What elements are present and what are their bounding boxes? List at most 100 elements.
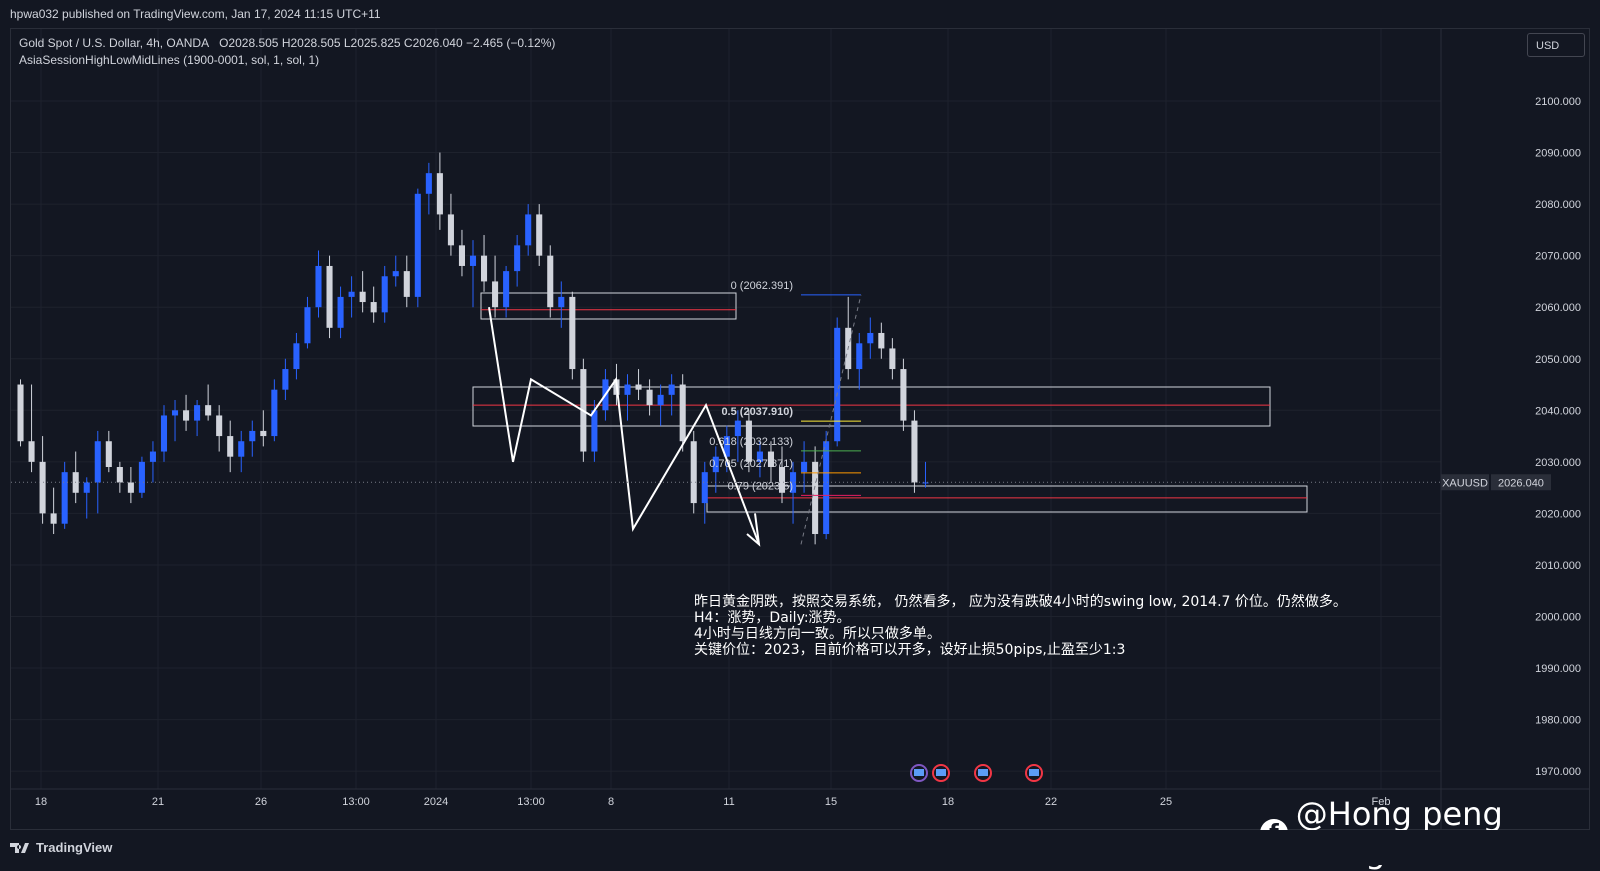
candle-body	[668, 384, 675, 395]
candle-body	[712, 456, 719, 473]
candle-body	[790, 472, 797, 493]
candle-body	[370, 302, 377, 313]
chart-pane[interactable]: 2100.000 2090.000 2080.000 2070.000 2060.000…	[10, 28, 1590, 830]
time-tick-label: 13:00	[517, 796, 545, 808]
price-tick-label: 2100.000	[1535, 96, 1581, 108]
candle-body	[61, 472, 68, 524]
fib-level-label: 0 (2062.391)	[731, 280, 793, 292]
published-info: hpwa032 published on TradingView.com, Ja…	[10, 7, 381, 21]
time-tick-label: 22	[1045, 796, 1057, 808]
candle-body	[812, 461, 819, 535]
tradingview-logo[interactable]: TradingView	[10, 830, 112, 865]
price-tick-label: 2090.000	[1535, 148, 1581, 160]
resistance-zone-box	[480, 292, 737, 320]
time-tick-label: 18	[35, 796, 47, 808]
last-price-tag: 2026.040	[1498, 477, 1544, 489]
candle-body	[425, 173, 432, 194]
candle-body	[94, 441, 101, 483]
time-tick-label: 25	[1160, 796, 1172, 808]
candle-body	[403, 271, 410, 297]
candle-body	[414, 193, 421, 297]
candle-body	[216, 415, 223, 437]
candle-body	[160, 415, 168, 452]
publish-info-bar: hpwa032 published on TradingView.com, Ja…	[0, 0, 1600, 28]
trade-note-line-1: 昨日黄金阴跌，按照交易系统， 仍然看多， 应为没有跌破4小时的swing low…	[694, 594, 1347, 610]
candle-body	[900, 369, 907, 421]
candle-body	[734, 420, 741, 437]
symbol-tag-bg	[1441, 474, 1489, 491]
candle-body	[17, 384, 24, 442]
fib-trend-line	[800, 294, 862, 545]
candle-body	[194, 405, 201, 421]
price-tick-label: 2050.000	[1535, 354, 1581, 366]
candle-body	[624, 384, 631, 395]
price-tick-label: 1970.000	[1535, 766, 1581, 778]
currency-button[interactable]: USD	[1527, 33, 1585, 57]
candle-body	[293, 343, 300, 370]
candle-body	[767, 451, 775, 468]
price-tick-label: 1980.000	[1535, 715, 1581, 727]
candle-body	[337, 296, 344, 328]
price-tick-label: 2080.000	[1535, 199, 1581, 211]
legend-symbol[interactable]: Gold Spot / U.S. Dollar, 4h, OANDA	[19, 36, 210, 50]
candle-body	[183, 410, 190, 421]
price-tick-label: 1990.000	[1535, 663, 1581, 675]
candle-body	[28, 441, 35, 462]
price-chart[interactable]: 2100.000 2090.000 2080.000 2070.000 2060.000…	[11, 29, 1589, 829]
candle-body	[381, 276, 388, 313]
fib-level-label: 0.5 (2037.910)	[721, 406, 793, 418]
candle-body	[514, 245, 521, 272]
candle-body	[149, 451, 156, 462]
time-tick-label: 21	[152, 796, 164, 808]
candle-body	[238, 441, 245, 457]
trade-note-line-4: 关键价位：2023，目前价格可以开多，设好止损50pips,止盈至少1:3	[694, 642, 1126, 658]
candle-body	[481, 255, 488, 282]
legend-ohlc: O2028.505 H2028.505 L2025.825 C2026.040 …	[219, 36, 556, 50]
candle-body	[171, 410, 179, 416]
legend-symbol-row[interactable]: Gold Spot / U.S. Dollar, 4h, OANDA O2028…	[19, 35, 555, 52]
candle-body	[525, 214, 532, 246]
candle-body	[447, 214, 454, 246]
candle-body	[878, 332, 885, 349]
candle-body	[348, 291, 355, 297]
candle-body	[282, 369, 289, 390]
candle-body	[635, 384, 642, 390]
candle-body	[39, 461, 46, 514]
candle-body	[205, 405, 212, 416]
candle-body	[304, 307, 311, 344]
candle-body	[723, 436, 730, 457]
candle-body	[823, 441, 830, 535]
fib-level-label: 0.705 (2027.871)	[709, 458, 793, 470]
price-tick-label: 2010.000	[1535, 560, 1581, 572]
candle-body	[260, 430, 267, 437]
candle-body	[856, 343, 863, 370]
candle-body	[315, 265, 322, 308]
candle-body	[834, 327, 841, 442]
tradingview-icon	[10, 842, 29, 853]
time-tick-label: 26	[255, 796, 267, 808]
candle-body	[50, 513, 57, 524]
time-tick-label: 11	[723, 796, 734, 808]
time-tick-label: 15	[825, 796, 837, 808]
fib-level-label: 0.79 (2023.5)	[728, 480, 793, 492]
time-tick-label: 8	[608, 796, 614, 808]
candle-body	[889, 348, 896, 370]
candle-body	[105, 441, 112, 468]
price-tick-label: 2040.000	[1535, 405, 1581, 417]
candle-body	[359, 291, 366, 303]
symbol-tag: XAUUSD	[1442, 477, 1488, 489]
candle-body	[547, 255, 554, 308]
mid-zone-box	[472, 386, 1271, 427]
candle-body	[138, 461, 145, 493]
price-tick-label: 2000.000	[1535, 612, 1581, 624]
candle-body	[116, 467, 123, 483]
support-zone-box	[706, 485, 1308, 513]
candle-body	[558, 296, 565, 308]
candle-body	[801, 461, 808, 473]
candle-body	[756, 451, 763, 462]
flag-icon	[978, 769, 988, 776]
legend-indicator[interactable]: AsiaSessionHighLowMidLines (1900-0001, s…	[19, 53, 320, 67]
flag-icon	[936, 769, 946, 776]
candle-body	[646, 389, 653, 406]
candle-body	[701, 472, 708, 504]
